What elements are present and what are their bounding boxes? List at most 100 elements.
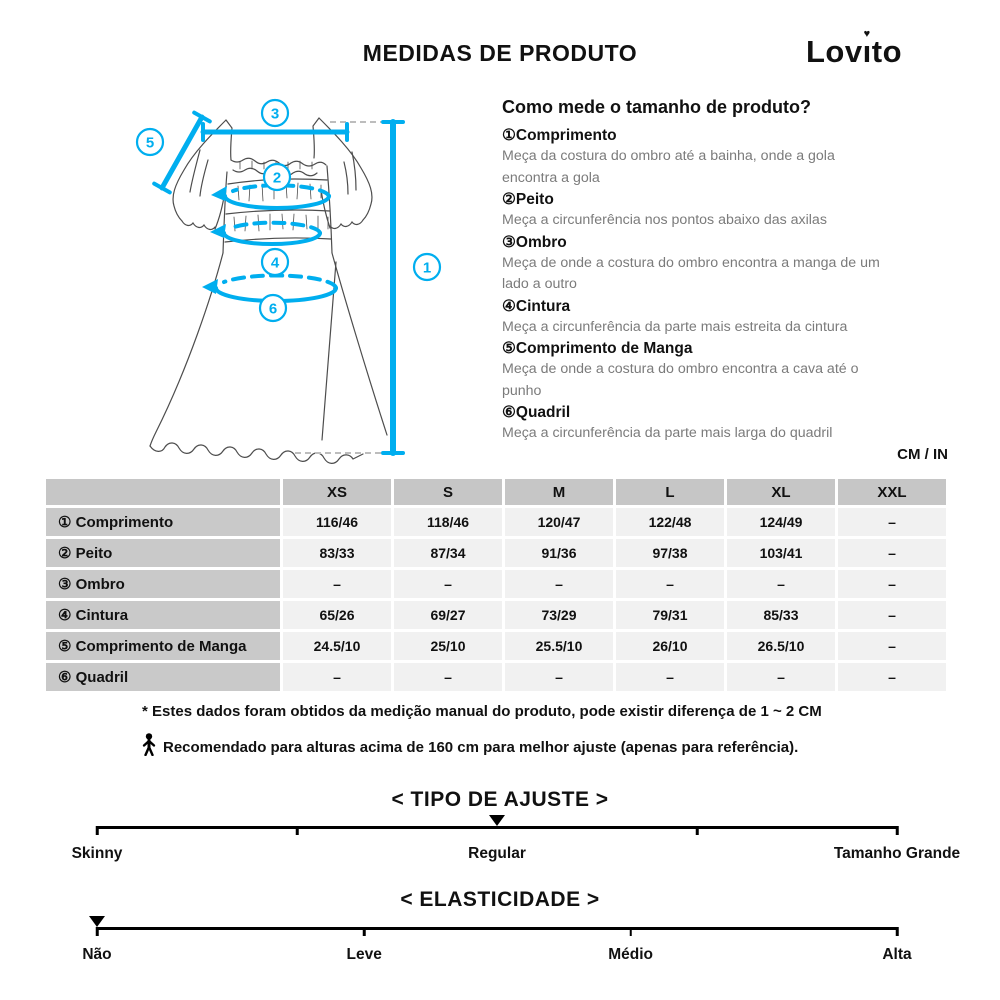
tick (629, 927, 632, 936)
row-label: ① Comprimento (46, 508, 280, 536)
table-value: 116/46 (283, 508, 391, 536)
table-value: – (505, 570, 613, 598)
table-header-size: XXL (838, 479, 946, 505)
guide-item-title: ③Ombro (502, 233, 567, 251)
guide-item-desc: Meça de onde a costura do ombro encontra… (502, 254, 880, 293)
measurement-note-text: * Estes dados foram obtidos da medição m… (142, 703, 822, 720)
guide-item-title: ⑥Quadril (502, 404, 571, 421)
guide-item-desc: Meça a circunferência da parte mais larg… (502, 425, 833, 441)
guide-heading: Como mede o tamanho de produto? (502, 97, 811, 117)
table-value: 79/31 (616, 601, 724, 629)
guide-item-title: ②Peito (502, 191, 554, 208)
table-value: – (727, 663, 835, 691)
table-value: – (505, 663, 613, 691)
table-value: 83/33 (283, 539, 391, 567)
row-label: ② Peito (46, 539, 280, 567)
reference-dashed-lines (295, 121, 387, 454)
size-table: XS S M L XL XXL ① Comprimento 116/46 118… (46, 479, 946, 691)
callout-2: 2 (273, 170, 281, 187)
elasticity-title: < ELASTICIDADE > (400, 888, 600, 911)
table-value: – (283, 570, 391, 598)
height-note: Recomendado para alturas acima de 160 cm… (142, 733, 799, 757)
table-header-size: S (394, 479, 502, 505)
guide-item-desc: Meça de onde a costura do ombro encontra… (502, 361, 859, 399)
table-value: 65/26 (283, 601, 391, 629)
elasticity-label-none: Não (82, 946, 112, 963)
table-header-blank (46, 479, 280, 505)
person-icon (142, 733, 156, 757)
dress-measurement-diagram: 3 5 2 4 6 1 (135, 98, 442, 464)
elasticity-labels: Não Leve Médio Alta (82, 946, 911, 966)
fit-type-title: < TIPO DE AJUSTE > (391, 788, 609, 811)
table-value: 120/47 (505, 508, 613, 536)
table-value: – (616, 570, 724, 598)
elasticity-label-light: Leve (346, 946, 382, 963)
table-header-size: XS (283, 479, 391, 505)
table-value: 69/27 (394, 601, 502, 629)
table-value: – (394, 570, 502, 598)
table-value: 118/46 (394, 508, 502, 536)
callout-5: 5 (146, 135, 154, 152)
elasticity-label-high: Alta (882, 946, 912, 963)
table-header-size: L (616, 479, 724, 505)
measure-guide: Como mede o tamanho de produto? ①Comprim… (502, 97, 967, 445)
table-value: – (838, 632, 946, 660)
table-value: 25/10 (394, 632, 502, 660)
table-value: – (838, 570, 946, 598)
tick (895, 826, 899, 835)
guide-item-desc: Meça a circunferência nos pontos abaixo … (502, 212, 827, 228)
tick (95, 826, 99, 835)
table-value: 91/36 (505, 539, 613, 567)
fit-label-regular: Regular (468, 845, 526, 862)
row-label: ④ Cintura (46, 601, 280, 629)
tick (362, 927, 366, 936)
table-value: – (616, 663, 724, 691)
table-value: 85/33 (727, 601, 835, 629)
table-value: 103/41 (727, 539, 835, 567)
table-value: 24.5/10 (283, 632, 391, 660)
measurement-note: * Estes dados foram obtidos da medição m… (142, 703, 822, 720)
unit-label: CM / IN (897, 446, 948, 463)
table-value: – (394, 663, 502, 691)
table-value: 26.5/10 (727, 632, 835, 660)
row-label: ③ Ombro (46, 570, 280, 598)
table-value: – (283, 663, 391, 691)
tick (695, 826, 699, 835)
brand-logo-text: Lov (806, 34, 863, 69)
row-label: ⑤ Comprimento de Manga (46, 632, 280, 660)
callout-3: 3 (271, 106, 279, 123)
page-title: MEDIDAS DE PRODUTO (362, 40, 638, 66)
tick (895, 927, 899, 936)
table-value: 73/29 (505, 601, 613, 629)
table-value: 25.5/10 (505, 632, 613, 660)
fit-type-track (95, 815, 899, 835)
guide-item-desc: Meça da costura do ombro até a bainha, o… (502, 148, 835, 186)
table-header-size: M (505, 479, 613, 505)
callout-badges: 3 5 2 4 6 1 (135, 98, 442, 323)
brand-logo: Lov ♥ ıto (806, 28, 903, 70)
table-value: 26/10 (616, 632, 724, 660)
heart-icon: ♥ (863, 28, 871, 40)
table-value: 87/34 (394, 539, 502, 567)
guide-item-title: ⑤Comprimento de Manga (502, 340, 693, 357)
guide-item-title: ④Cintura (502, 297, 571, 315)
fit-type-labels: Skinny Regular Tamanho Grande (72, 845, 961, 865)
fit-type-pointer-icon (489, 815, 505, 826)
table-value: – (838, 663, 946, 691)
callout-6: 6 (269, 301, 277, 318)
row-label: ⑥ Quadril (46, 663, 280, 691)
table-header-size: XL (727, 479, 835, 505)
guide-item-title: ①Comprimento (502, 127, 617, 144)
elasticity-label-medium: Médio (608, 946, 653, 963)
callout-1: 1 (423, 260, 431, 277)
elasticity-pointer-icon (89, 916, 105, 927)
table-value: 122/48 (616, 508, 724, 536)
table-value: – (838, 601, 946, 629)
table-value: – (838, 508, 946, 536)
table-value: 124/49 (727, 508, 835, 536)
table-value: – (727, 570, 835, 598)
fit-label-skinny: Skinny (71, 845, 123, 862)
elasticity-track (89, 916, 899, 936)
height-note-text: Recomendado para alturas acima de 160 cm… (163, 739, 799, 756)
